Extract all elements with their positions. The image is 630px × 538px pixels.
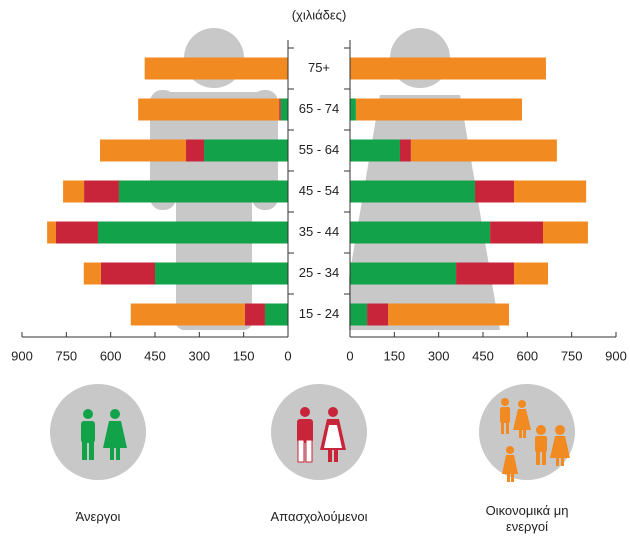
bar-segment: [350, 139, 400, 162]
x-tick-label: 0: [346, 348, 353, 363]
x-tick-label: 300: [188, 348, 210, 363]
label-box: [289, 40, 349, 337]
x-tick-label: 150: [383, 348, 405, 363]
bar-segment: [130, 303, 245, 326]
x-tick-label: 750: [561, 348, 583, 363]
bar-segment: [279, 98, 281, 121]
category-label: 15 - 24: [299, 306, 339, 321]
x-tick-label: 0: [284, 348, 291, 363]
bar-segment: [83, 262, 101, 285]
x-tick-label: 600: [100, 348, 122, 363]
bar-segment: [47, 221, 56, 244]
x-tick-label: 750: [55, 348, 77, 363]
legend-label: Απασχολούμενοι: [270, 509, 368, 524]
bar-segment: [55, 221, 98, 244]
x-tick-label: 150: [233, 348, 255, 363]
bar-segment: [410, 139, 557, 162]
bar-segment: [264, 303, 288, 326]
bar-segment: [490, 221, 543, 244]
bar-segment: [388, 303, 510, 326]
legend-label: Οικονομικά μη ενεργοί: [485, 503, 569, 534]
bar-segment: [155, 262, 288, 285]
icon-employed: [297, 407, 346, 463]
bar-segment: [350, 262, 457, 285]
bar-segment: [514, 180, 587, 203]
x-tick-label: 300: [428, 348, 450, 363]
icon-unemployed: [81, 409, 127, 460]
category-label: 55 - 64: [299, 142, 339, 157]
x-tick-label: 450: [472, 348, 494, 363]
bar-segment: [204, 139, 288, 162]
bar-segment: [514, 262, 549, 285]
bar-segment: [138, 98, 280, 121]
x-tick-label: 450: [144, 348, 166, 363]
bar-segment: [100, 139, 187, 162]
bar-segment: [456, 262, 515, 285]
category-label: 45 - 54: [299, 183, 339, 198]
bar-segment: [84, 180, 119, 203]
bar-segment: [350, 303, 368, 326]
bar-segment: [186, 139, 205, 162]
bar-segment: [350, 180, 476, 203]
category-label: 65 - 74: [299, 101, 339, 116]
chart-title: (χιλιάδες): [292, 7, 347, 22]
bar-segment: [367, 303, 389, 326]
bar-segment: [144, 57, 288, 80]
bar-segment: [350, 98, 356, 121]
bar-segment: [244, 303, 265, 326]
bar-segment: [100, 262, 155, 285]
bar-segment: [475, 180, 515, 203]
x-tick-label: 900: [605, 348, 627, 363]
legend-label: Άνεργοι: [75, 509, 121, 524]
bar-segment: [118, 180, 288, 203]
category-label: 75+: [308, 60, 330, 75]
bar-segment: [350, 57, 546, 80]
bar-segment: [355, 98, 523, 121]
x-tick-label: 600: [516, 348, 538, 363]
category-label: 25 - 34: [299, 265, 339, 280]
category-label: 35 - 44: [299, 224, 339, 239]
bar-segment: [350, 221, 491, 244]
bar-segment: [63, 180, 85, 203]
icon-inactive: [500, 398, 570, 482]
bar-segment: [542, 221, 588, 244]
bar-segment: [97, 221, 288, 244]
x-tick-label: 900: [11, 348, 33, 363]
bar-segment: [280, 98, 288, 121]
bar-segment: [399, 139, 411, 162]
